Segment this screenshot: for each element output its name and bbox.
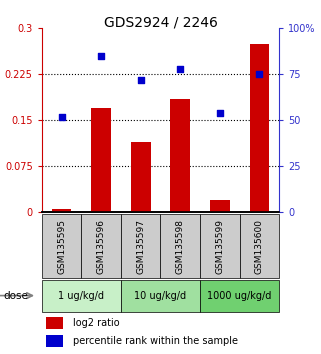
- Bar: [52, 209, 71, 212]
- Bar: [210, 200, 230, 212]
- Point: [178, 66, 183, 72]
- Text: GSM135599: GSM135599: [215, 218, 224, 274]
- Text: percentile rank within the sample: percentile rank within the sample: [73, 336, 238, 346]
- Point: [217, 110, 222, 116]
- FancyBboxPatch shape: [200, 214, 240, 278]
- FancyBboxPatch shape: [81, 214, 121, 278]
- Text: 1 ug/kg/d: 1 ug/kg/d: [58, 291, 104, 301]
- Text: GSM135600: GSM135600: [255, 218, 264, 274]
- Text: GSM135596: GSM135596: [97, 218, 106, 274]
- FancyBboxPatch shape: [200, 280, 279, 312]
- Text: 10 ug/kg/d: 10 ug/kg/d: [134, 291, 187, 301]
- Text: GDS2924 / 2246: GDS2924 / 2246: [104, 16, 217, 30]
- Text: dose: dose: [3, 291, 28, 301]
- Text: GSM135597: GSM135597: [136, 218, 145, 274]
- Bar: [131, 142, 151, 212]
- Bar: [249, 44, 269, 212]
- FancyBboxPatch shape: [160, 214, 200, 278]
- FancyBboxPatch shape: [121, 214, 160, 278]
- Bar: [47, 317, 63, 329]
- FancyBboxPatch shape: [240, 214, 279, 278]
- Bar: [170, 99, 190, 212]
- Bar: [47, 335, 63, 347]
- Text: GSM135595: GSM135595: [57, 218, 66, 274]
- Text: 1000 ug/kg/d: 1000 ug/kg/d: [207, 291, 272, 301]
- FancyBboxPatch shape: [42, 280, 121, 312]
- Point: [138, 77, 143, 83]
- FancyBboxPatch shape: [121, 280, 200, 312]
- Point: [99, 53, 104, 59]
- Bar: [91, 108, 111, 212]
- Text: GSM135598: GSM135598: [176, 218, 185, 274]
- Point: [257, 72, 262, 77]
- FancyBboxPatch shape: [42, 214, 81, 278]
- Point: [59, 114, 64, 120]
- Text: log2 ratio: log2 ratio: [73, 318, 119, 328]
